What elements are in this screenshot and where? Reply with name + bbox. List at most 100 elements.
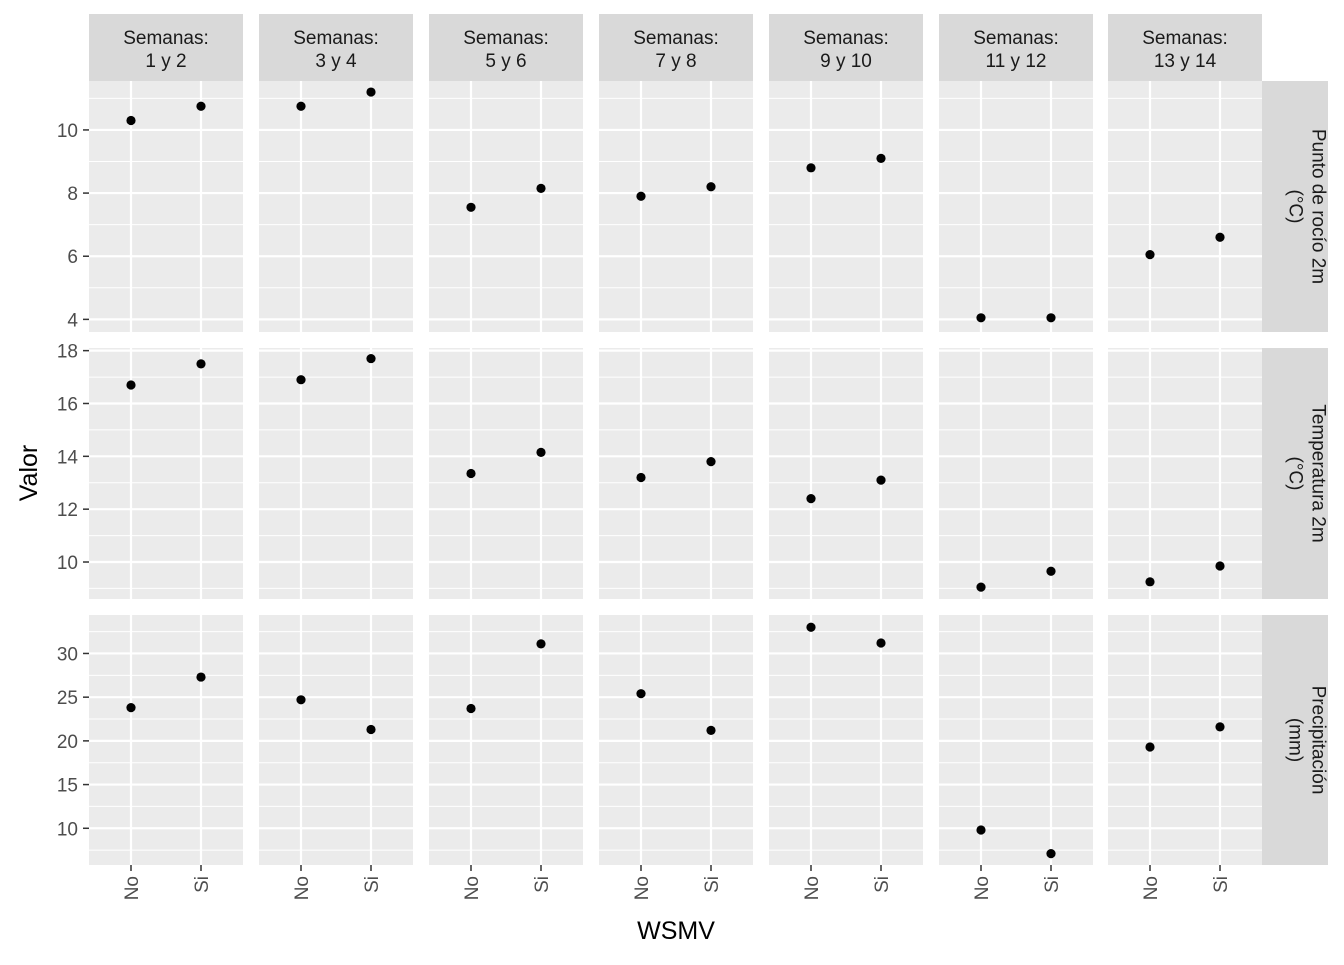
data-point-no bbox=[1145, 577, 1155, 587]
panel-background bbox=[599, 348, 753, 599]
data-point-no bbox=[296, 375, 306, 385]
column-strip-label: Semanas: bbox=[1142, 28, 1228, 49]
column-strip-label: Semanas: bbox=[803, 28, 889, 49]
column-strip-1: Semanas:1 y 2 bbox=[89, 14, 243, 81]
panel-background bbox=[1108, 81, 1262, 332]
panel-background bbox=[259, 81, 413, 332]
row-strip-label: (mm) bbox=[1285, 718, 1306, 762]
panel-background bbox=[89, 348, 243, 599]
column-strip-label: 1 y 2 bbox=[145, 51, 186, 72]
x-tick-label: No bbox=[462, 876, 483, 900]
data-point-no bbox=[976, 582, 986, 592]
column-strip-2: Semanas:3 y 4 bbox=[259, 14, 413, 81]
panel-r1-c7 bbox=[1108, 81, 1262, 332]
data-point-si bbox=[1046, 849, 1056, 859]
x-tick-label: Si bbox=[192, 876, 213, 893]
panel-r2-c4 bbox=[599, 348, 753, 599]
data-point-si bbox=[706, 725, 716, 735]
panel-r3-c2 bbox=[259, 615, 413, 865]
data-point-si bbox=[366, 353, 376, 364]
panel-r2-c5 bbox=[769, 348, 923, 599]
column-strip-4: Semanas:7 y 8 bbox=[599, 14, 753, 81]
data-point-si bbox=[1215, 232, 1225, 242]
panel-background bbox=[599, 81, 753, 332]
data-point-si bbox=[366, 87, 376, 97]
y-tick-label: 14 bbox=[57, 447, 79, 468]
y-tick-label: 10 bbox=[57, 553, 78, 574]
panel-background bbox=[939, 348, 1093, 599]
column-strip-6: Semanas:11 y 12 bbox=[939, 14, 1093, 81]
x-tick-label: Si bbox=[702, 876, 723, 893]
data-point-si bbox=[706, 182, 716, 192]
y-tick-label: 16 bbox=[57, 394, 78, 415]
row-strip-label: (°C) bbox=[1285, 190, 1306, 224]
data-point-si bbox=[1215, 722, 1225, 732]
panel-r2-c7 bbox=[1108, 348, 1262, 599]
data-point-no bbox=[806, 622, 816, 632]
row-strip-label: Punto de rocío 2m bbox=[1308, 129, 1329, 284]
data-point-no bbox=[466, 468, 476, 479]
column-strip-label: 7 y 8 bbox=[655, 51, 696, 72]
data-point-si bbox=[536, 183, 546, 193]
column-strip-label: Semanas: bbox=[973, 28, 1059, 49]
row-strip-label: (°C) bbox=[1285, 457, 1306, 491]
data-point-si bbox=[876, 638, 886, 648]
column-strip-label: Semanas: bbox=[633, 28, 719, 49]
panel-r2-c3 bbox=[429, 348, 583, 599]
panel-r2-c6 bbox=[939, 348, 1093, 599]
data-point-si bbox=[366, 724, 376, 735]
row-strip-2: Temperatura 2m(°C) bbox=[1262, 348, 1329, 599]
x-axis-title: WSMV bbox=[637, 917, 715, 945]
y-axis-title: Valor bbox=[15, 445, 43, 502]
panel-background bbox=[769, 348, 923, 599]
y-tick-label: 10 bbox=[57, 121, 78, 142]
column-strip-label: Semanas: bbox=[123, 28, 209, 49]
data-point-no bbox=[296, 101, 306, 111]
column-strip-label: 3 y 4 bbox=[315, 51, 357, 72]
data-point-si bbox=[1046, 313, 1056, 323]
y-tick-label: 20 bbox=[57, 732, 78, 753]
row-strip-3: Precipitación(mm) bbox=[1262, 615, 1329, 865]
data-point-no bbox=[806, 163, 816, 173]
data-point-no bbox=[466, 202, 476, 212]
panel-background bbox=[939, 81, 1093, 332]
panel-background bbox=[769, 81, 923, 332]
data-point-no bbox=[466, 703, 476, 714]
data-point-no bbox=[126, 380, 136, 390]
data-point-no bbox=[636, 689, 646, 699]
data-point-no bbox=[976, 313, 986, 323]
row-strip-bg bbox=[1262, 615, 1328, 865]
data-point-no bbox=[126, 703, 136, 713]
column-strip-5: Semanas:9 y 10 bbox=[769, 14, 923, 81]
y-tick-label: 8 bbox=[67, 184, 78, 205]
y-tick-label: 25 bbox=[57, 688, 78, 709]
panel-r1-c5 bbox=[769, 81, 923, 332]
panel-r1-c2 bbox=[259, 81, 413, 332]
data-point-no bbox=[1145, 742, 1155, 752]
x-tick-label: Si bbox=[362, 876, 383, 893]
data-point-no bbox=[296, 695, 306, 705]
panel-r3-c6 bbox=[939, 615, 1093, 865]
data-point-si bbox=[536, 447, 546, 457]
row-strip-label: Precipitación bbox=[1308, 686, 1329, 795]
column-strip-7: Semanas:13 y 14 bbox=[1108, 14, 1262, 81]
column-strip-bg bbox=[1108, 14, 1262, 81]
panel-r1-c1 bbox=[89, 81, 243, 332]
panel-background bbox=[429, 81, 583, 332]
column-strip-label: Semanas: bbox=[463, 28, 549, 49]
column-strip-bg bbox=[89, 14, 243, 81]
data-point-si bbox=[196, 672, 206, 682]
column-strip-bg bbox=[769, 14, 923, 81]
data-point-si bbox=[876, 153, 886, 163]
column-strip-label: 5 y 6 bbox=[485, 51, 526, 72]
row-strip-1: Punto de rocío 2m(°C) bbox=[1262, 81, 1329, 332]
panel-r3-c5 bbox=[769, 615, 923, 865]
data-point-si bbox=[196, 359, 206, 369]
column-strip-bg bbox=[259, 14, 413, 81]
panel-r2-c2 bbox=[259, 348, 413, 599]
y-tick-label: 10 bbox=[57, 819, 78, 840]
column-strip-bg bbox=[429, 14, 583, 81]
row-strip-bg bbox=[1262, 348, 1328, 599]
panel-r2-c1 bbox=[89, 348, 243, 599]
